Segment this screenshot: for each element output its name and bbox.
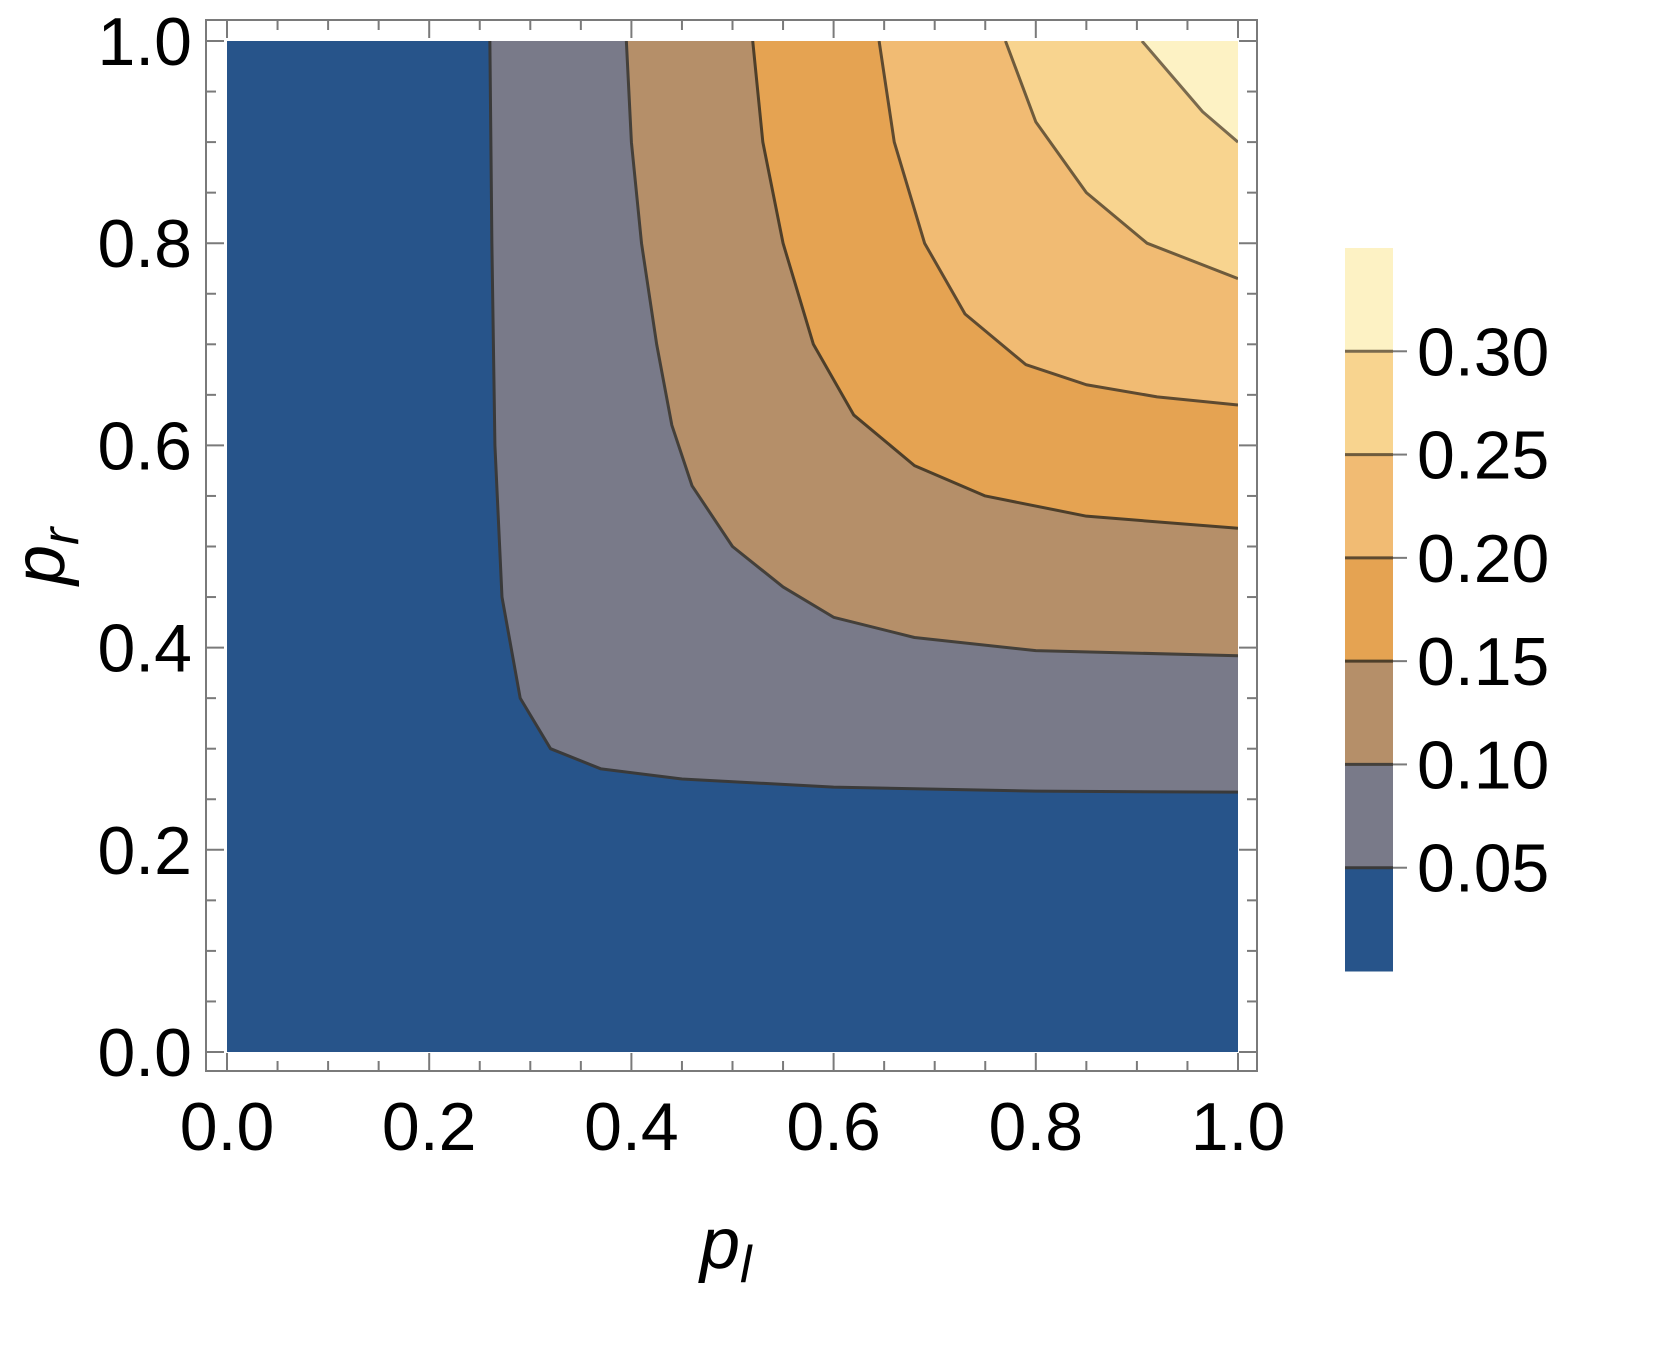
legend-label: 0.25 xyxy=(1417,418,1549,494)
contour-band-6 xyxy=(1141,41,1238,143)
contour-line-0.20 xyxy=(877,41,1238,407)
x-tick-label: 0.2 xyxy=(382,1089,477,1165)
y-tick-label: 0.8 xyxy=(97,206,192,282)
x-axis-label-sub: l xyxy=(740,1236,753,1294)
legend-swatch-4 xyxy=(1345,454,1393,559)
x-tick-label: 0.0 xyxy=(180,1089,275,1165)
contour-lines xyxy=(488,41,1238,794)
contour-line-0.25 xyxy=(1004,41,1238,280)
contour-line-0.30 xyxy=(1140,41,1238,144)
legend-label: 0.15 xyxy=(1417,624,1549,700)
x-axis-label: pl xyxy=(698,1204,753,1294)
legend-swatch-3 xyxy=(1345,557,1393,662)
x-tick-label: 0.4 xyxy=(584,1089,679,1165)
legend-label: 0.20 xyxy=(1417,521,1549,597)
y-tick-labels: 0.0 0.2 0.4 0.6 0.8 1.0 xyxy=(97,4,192,1091)
y-tick-label: 0.2 xyxy=(97,813,192,889)
plot-area xyxy=(227,41,1238,1052)
legend: 0.05 0.10 0.15 0.20 0.25 0.30 xyxy=(1345,248,1549,972)
x-tick-label: 0.6 xyxy=(786,1089,881,1165)
legend-label: 0.10 xyxy=(1417,727,1549,803)
x-axis-label-base: p xyxy=(698,1204,740,1284)
y-tick-label: 0.6 xyxy=(97,408,192,484)
y-tick-label: 1.0 xyxy=(97,4,192,80)
legend-swatch-2 xyxy=(1345,661,1393,765)
axis-ticks xyxy=(206,20,1257,1071)
y-axis-label: pr xyxy=(0,525,90,587)
x-tick-label: 1.0 xyxy=(1191,1089,1286,1165)
contour-line-0.10 xyxy=(624,41,1238,658)
y-tick-label: 0.0 xyxy=(97,1015,192,1091)
y-axis-label-base: p xyxy=(0,545,80,587)
y-axis-label-sub: r xyxy=(32,525,90,545)
contour-band-5 xyxy=(1005,41,1238,279)
legend-swatch-5 xyxy=(1345,351,1393,456)
legend-swatch-1 xyxy=(1345,764,1393,869)
y-tick-label: 0.4 xyxy=(97,611,192,687)
legend-label: 0.30 xyxy=(1417,314,1549,390)
legend-swatch-6 xyxy=(1345,248,1393,352)
x-tick-labels: 0.0 0.2 0.4 0.6 0.8 1.0 xyxy=(180,1089,1286,1165)
legend-swatch-0 xyxy=(1345,867,1393,972)
x-tick-label: 0.8 xyxy=(989,1089,1084,1165)
contour-line-0.05 xyxy=(488,41,1238,794)
legend-label: 0.05 xyxy=(1417,831,1549,907)
contour-line-0.15 xyxy=(751,41,1238,530)
